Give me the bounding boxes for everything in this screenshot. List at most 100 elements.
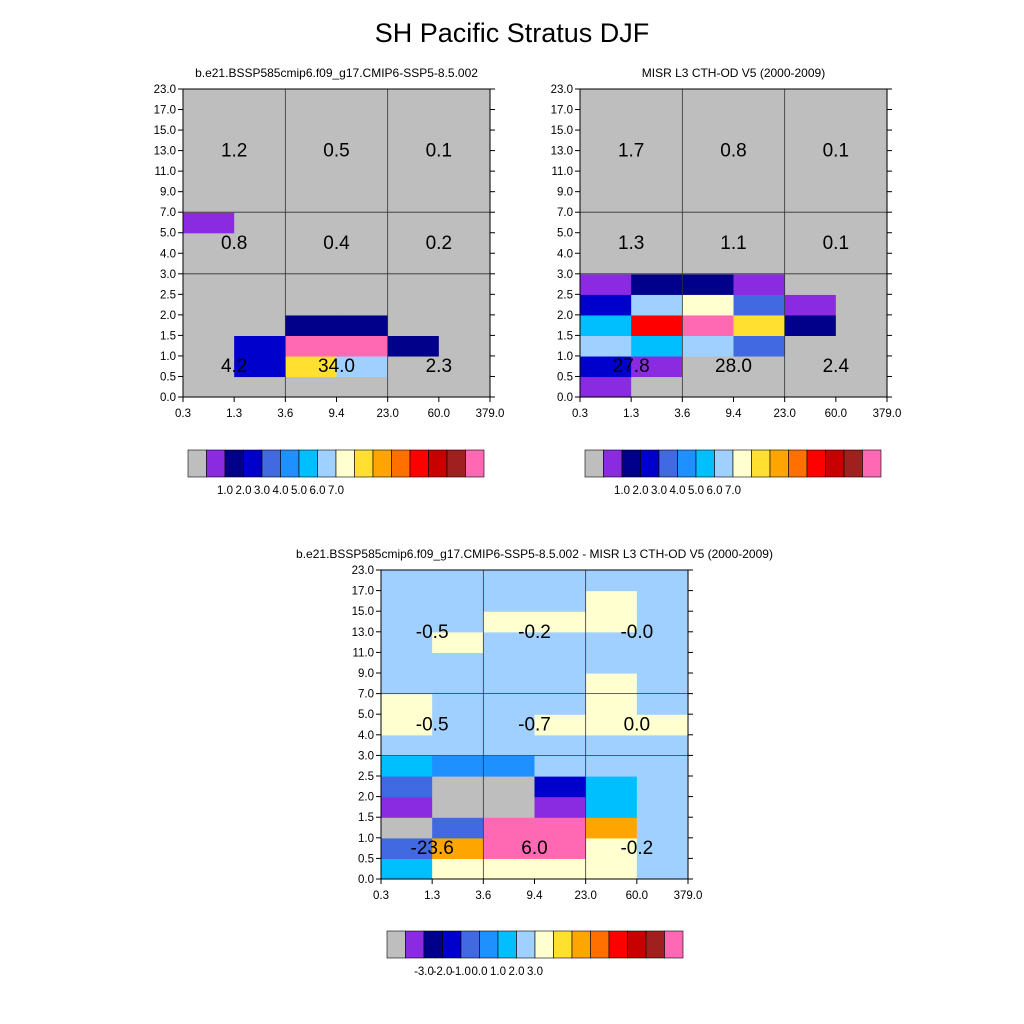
colorbar-swatch: [553, 930, 573, 959]
y-tick-label: 1.0: [557, 351, 573, 363]
colorbar-swatch: [465, 449, 485, 478]
heatmap-cell: [784, 376, 837, 398]
region-value-label: 28.0: [715, 356, 752, 377]
y-tick-label: 17.0: [154, 105, 176, 117]
x-tick-label: 23.0: [574, 890, 596, 902]
colorbar-swatch: [386, 930, 406, 959]
x-tick-label: 1.3: [623, 408, 639, 420]
colorbar-label: 5.0: [688, 485, 704, 497]
heatmap-cell: [285, 253, 338, 275]
heatmap-cell: [183, 355, 235, 378]
heatmap-cell: [285, 294, 338, 316]
heatmap-cell: [387, 89, 440, 111]
heatmap-cell: [733, 150, 786, 172]
y-tick-label: 2.0: [358, 792, 374, 804]
colorbar-label: -2.0: [433, 966, 453, 978]
heatmap-cell: [234, 232, 286, 254]
region-value-label: 6.0: [521, 838, 547, 859]
heatmap-cell: [585, 652, 638, 674]
y-tick-label: 7.0: [557, 207, 573, 219]
heatmap-cell: [183, 89, 235, 111]
y-tick-label: 4.0: [160, 248, 176, 260]
y-tick-label: 1.5: [358, 812, 374, 824]
heatmap-cell: [585, 755, 638, 777]
heatmap-cell: [682, 273, 735, 295]
heatmap-cell: [234, 150, 286, 172]
heatmap-cell: [534, 796, 587, 818]
region-value-label: 2.4: [823, 356, 850, 377]
heatmap-cell: [835, 253, 888, 275]
heatmap-cell: [784, 89, 837, 111]
y-tick-label: 2.5: [358, 771, 374, 783]
heatmap-cell: [234, 171, 286, 193]
colorbar-swatch: [645, 930, 665, 959]
heatmap-cell: [534, 776, 587, 798]
colorbar-label: 3.0: [651, 485, 667, 497]
heatmap-cell: [534, 693, 587, 715]
heatmap-cell: [234, 130, 286, 152]
heatmap-cell: [483, 796, 536, 818]
heatmap-cell: [636, 714, 689, 736]
heatmap-cell: [585, 570, 638, 592]
x-tick-label: 23.0: [773, 408, 795, 420]
heatmap-cell: [381, 652, 433, 674]
colorbar-swatch: [206, 449, 226, 478]
heatmap-cell: [183, 150, 235, 172]
heatmap-cell: [631, 212, 683, 234]
heatmap-cell: [784, 232, 837, 254]
heatmap-cell: [682, 130, 735, 152]
heatmap-cell: [483, 755, 536, 777]
heatmap-cell: [285, 232, 338, 254]
heatmap-cell: [636, 734, 689, 756]
heatmap-cell: [381, 776, 433, 798]
heatmap-cell: [381, 631, 433, 653]
x-tick-label: 3.6: [674, 408, 690, 420]
heatmap-cell: [183, 212, 235, 234]
heatmap-cell: [183, 171, 235, 193]
heatmap-cell: [682, 89, 735, 111]
heatmap-cell: [835, 335, 888, 357]
heatmap-cell: [336, 335, 389, 357]
heatmap-cell: [438, 355, 491, 378]
region-value-label: -0.7: [518, 715, 551, 736]
colorbar-swatch: [590, 930, 610, 959]
heatmap-cell: [381, 714, 433, 736]
y-tick-label: 17.0: [551, 105, 573, 117]
y-tick-label: 0.0: [557, 392, 573, 404]
region-value-label: 0.1: [426, 141, 452, 162]
heatmap-cell: [580, 171, 632, 193]
region-value-label: 34.0: [318, 356, 355, 377]
heatmap-cell: [534, 611, 587, 633]
heatmap-cell: [631, 232, 683, 254]
region-value-label: 27.8: [613, 356, 650, 377]
heatmap-cell: [733, 335, 786, 357]
heatmap-cell: [534, 652, 587, 674]
heatmap-cell: [483, 837, 536, 859]
heatmap-cell: [580, 355, 632, 378]
region-value-label: 0.1: [823, 233, 849, 254]
colorbar-label: 1.0: [217, 485, 233, 497]
colorbar-label: 4.0: [670, 485, 686, 497]
heatmap-cell: [183, 109, 235, 131]
heatmap-cell: [285, 273, 338, 295]
y-tick-label: 9.0: [160, 187, 176, 199]
heatmap-cell: [733, 171, 786, 193]
colorbar-swatch: [806, 449, 826, 478]
colorbar-label: 0.0: [472, 966, 488, 978]
y-tick-label: 5.0: [358, 709, 374, 721]
heatmap-cell: [438, 150, 491, 172]
heatmap-cell: [682, 253, 735, 275]
y-tick-label: 23.0: [551, 84, 573, 96]
heatmap-cell: [387, 335, 440, 357]
heatmap-cell: [432, 611, 484, 633]
y-tick-label: 5.0: [160, 228, 176, 240]
heatmap-cell: [580, 232, 632, 254]
heatmap-cell: [183, 130, 235, 152]
y-tick-label: 7.0: [358, 689, 374, 701]
colorbar-swatch: [534, 930, 554, 959]
colorbar-swatch: [298, 449, 318, 478]
heatmap-cell: [483, 858, 536, 880]
heatmap-cell: [285, 212, 338, 234]
colorbar-swatch: [335, 449, 355, 478]
